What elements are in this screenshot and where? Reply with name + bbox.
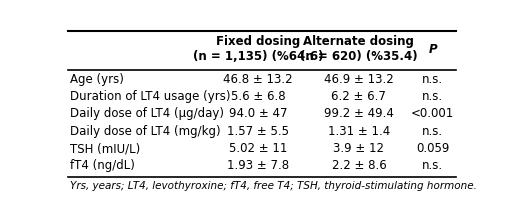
- Text: Age (yrs): Age (yrs): [70, 72, 124, 85]
- Text: Duration of LT4 usage (yrs): Duration of LT4 usage (yrs): [70, 90, 230, 103]
- Text: 46.8 ± 13.2: 46.8 ± 13.2: [223, 72, 293, 85]
- Text: 2.2 ± 8.6: 2.2 ± 8.6: [332, 159, 386, 172]
- Text: 0.059: 0.059: [416, 142, 449, 155]
- Text: Daily dose of LT4 (mg/kg): Daily dose of LT4 (mg/kg): [70, 125, 220, 138]
- Text: 94.0 ± 47: 94.0 ± 47: [229, 107, 287, 120]
- Text: 1.93 ± 7.8: 1.93 ± 7.8: [227, 159, 289, 172]
- Text: TSH (mIU/L): TSH (mIU/L): [70, 142, 140, 155]
- Text: 1.57 ± 5.5: 1.57 ± 5.5: [227, 125, 289, 138]
- Text: 3.9 ± 12: 3.9 ± 12: [333, 142, 384, 155]
- Text: n.s.: n.s.: [422, 72, 443, 85]
- Text: <0.001: <0.001: [411, 107, 454, 120]
- Text: P: P: [428, 43, 437, 56]
- Text: 99.2 ± 49.4: 99.2 ± 49.4: [324, 107, 394, 120]
- Text: Alternate dosing
(n = 620) (%35.4): Alternate dosing (n = 620) (%35.4): [300, 35, 417, 63]
- Text: n.s.: n.s.: [422, 125, 443, 138]
- Text: Yrs, years; LT4, levothyroxine; fT4, free T4; TSH, thyroid-stimulating hormone.: Yrs, years; LT4, levothyroxine; fT4, fre…: [70, 181, 477, 191]
- Text: 46.9 ± 13.2: 46.9 ± 13.2: [324, 72, 394, 85]
- Text: n.s.: n.s.: [422, 159, 443, 172]
- Text: n.s.: n.s.: [422, 90, 443, 103]
- Text: 5.02 ± 11: 5.02 ± 11: [229, 142, 287, 155]
- Text: Fixed dosing
(n = 1,135) (%64.6): Fixed dosing (n = 1,135) (%64.6): [193, 35, 323, 63]
- Text: 5.6 ± 6.8: 5.6 ± 6.8: [230, 90, 285, 103]
- Text: Daily dose of LT4 (μg/day): Daily dose of LT4 (μg/day): [70, 107, 224, 120]
- Text: 6.2 ± 6.7: 6.2 ± 6.7: [332, 90, 386, 103]
- Text: fT4 (ng/dL): fT4 (ng/dL): [70, 159, 135, 172]
- Text: 1.31 ± 1.4: 1.31 ± 1.4: [328, 125, 390, 138]
